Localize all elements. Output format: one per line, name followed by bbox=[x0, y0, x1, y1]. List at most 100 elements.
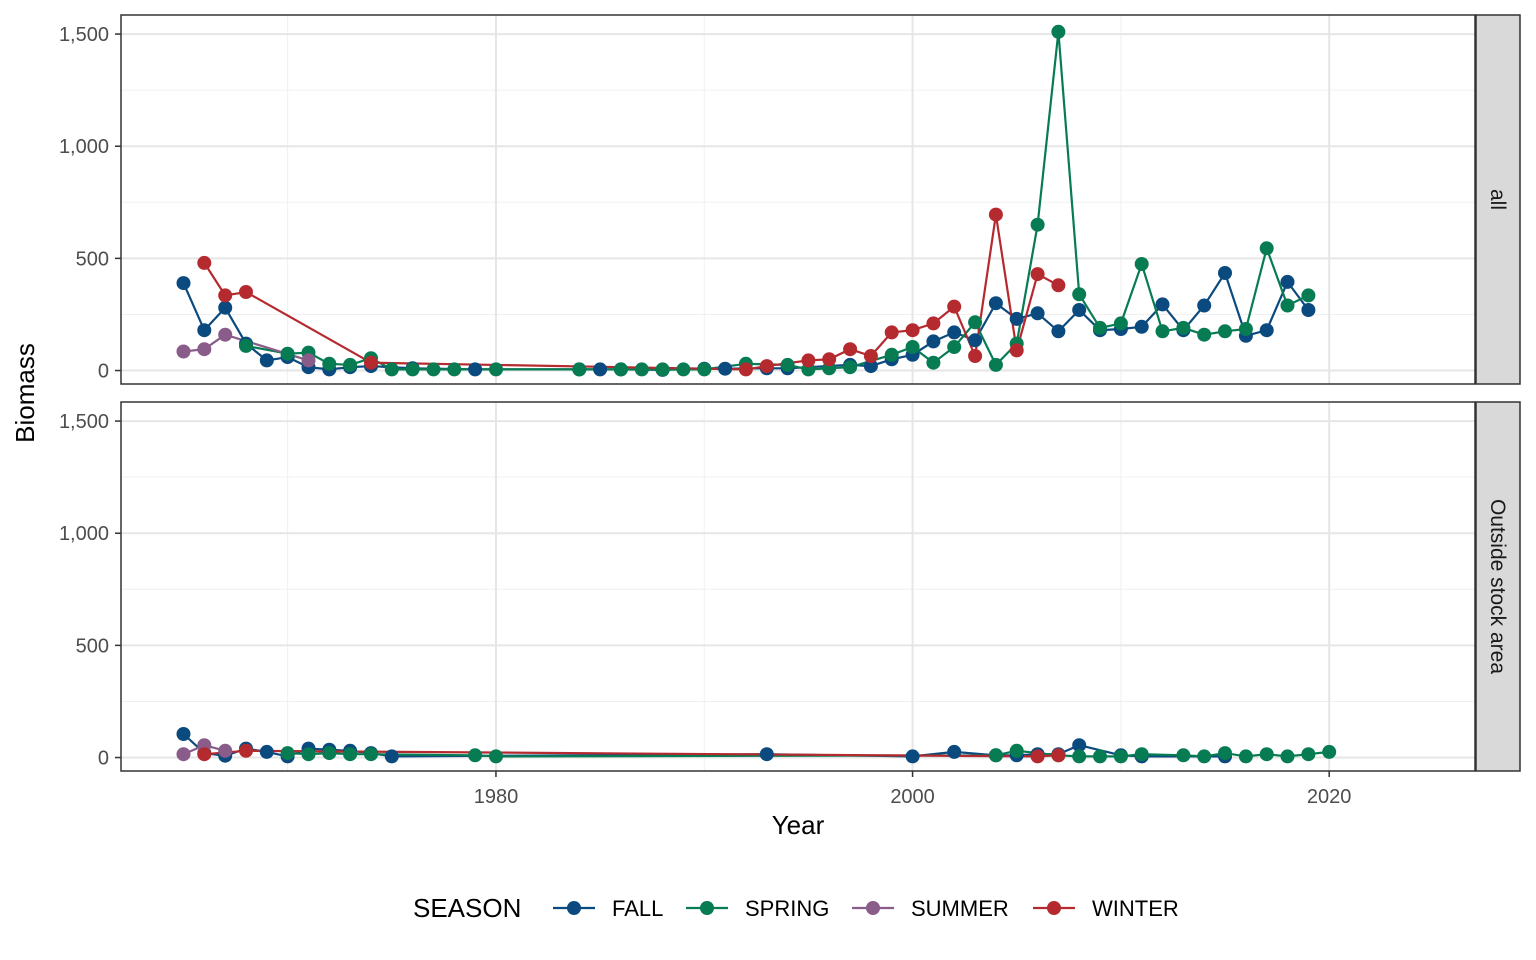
panel-background bbox=[121, 402, 1475, 771]
legend-key-point bbox=[1047, 901, 1061, 915]
data-point-winter bbox=[239, 285, 253, 299]
data-point-spring bbox=[843, 360, 858, 375]
data-point-fall bbox=[218, 300, 233, 315]
data-point-fall bbox=[197, 323, 212, 338]
data-point-winter bbox=[738, 362, 753, 377]
series-line-spring bbox=[287, 749, 1330, 758]
legend-key-point bbox=[567, 901, 581, 915]
data-point-spring bbox=[1030, 217, 1045, 232]
data-point-spring bbox=[239, 338, 253, 353]
data-point-spring bbox=[1238, 749, 1253, 764]
data-point-spring bbox=[322, 746, 337, 761]
data-point-winter bbox=[822, 352, 837, 367]
data-point-winter bbox=[863, 349, 878, 363]
data-point-fall bbox=[593, 362, 608, 377]
data-point-spring bbox=[988, 357, 1003, 372]
data-point-spring bbox=[988, 748, 1003, 763]
x-tick-label: 2020 bbox=[1307, 786, 1352, 808]
data-point-spring bbox=[489, 362, 503, 377]
data-point-fall bbox=[947, 744, 962, 759]
data-point-spring bbox=[1322, 744, 1337, 759]
y-tick-label: 1,500 bbox=[59, 24, 109, 46]
x-tick-label: 1980 bbox=[474, 786, 519, 808]
data-point-fall bbox=[1197, 298, 1212, 313]
data-point-fall bbox=[926, 334, 941, 349]
data-point-winter bbox=[1009, 343, 1024, 358]
data-point-winter bbox=[218, 288, 233, 303]
data-point-summer bbox=[218, 743, 233, 758]
data-point-spring bbox=[1197, 749, 1212, 764]
y-tick-label: 0 bbox=[98, 748, 109, 770]
data-point-fall bbox=[259, 744, 274, 759]
facet-strip: Outside stock area bbox=[1475, 401, 1521, 772]
data-point-fall bbox=[1218, 266, 1232, 280]
data-point-spring bbox=[343, 747, 358, 762]
data-point-spring bbox=[1134, 257, 1149, 271]
data-point-spring bbox=[947, 340, 962, 354]
legend-label: WINTER bbox=[1092, 896, 1179, 921]
data-point-spring bbox=[676, 362, 691, 377]
legend-label: SPRING bbox=[745, 896, 829, 921]
facet-strip-background bbox=[1475, 14, 1521, 385]
data-point-spring bbox=[1093, 749, 1107, 764]
data-point-winter bbox=[884, 325, 899, 340]
data-point-spring bbox=[1259, 747, 1274, 762]
data-point-spring bbox=[1301, 747, 1316, 762]
data-point-winter bbox=[197, 255, 212, 270]
x-tick-label: 2000 bbox=[890, 786, 935, 808]
data-point-spring bbox=[280, 346, 295, 361]
data-point-fall bbox=[1280, 274, 1295, 289]
y-tick-label: 1,500 bbox=[59, 411, 109, 433]
data-point-winter bbox=[759, 359, 774, 374]
data-point-fall bbox=[947, 325, 962, 340]
x-axis-title: Year bbox=[772, 810, 825, 840]
legend-entry-winter: WINTER bbox=[1033, 896, 1179, 921]
data-point-fall bbox=[176, 276, 191, 291]
data-point-winter bbox=[947, 299, 962, 314]
data-point-fall bbox=[259, 353, 274, 368]
data-point-fall bbox=[863, 359, 878, 374]
data-point-spring bbox=[1113, 316, 1128, 331]
data-point-summer bbox=[197, 342, 212, 357]
data-point-fall bbox=[176, 727, 191, 741]
legend: SEASON FALL SPRING SUMMER WINTER bbox=[413, 893, 1179, 923]
facet-strip-label: all bbox=[1486, 189, 1509, 210]
data-point-fall bbox=[759, 747, 774, 762]
data-point-spring bbox=[1280, 298, 1295, 313]
data-point-fall bbox=[1134, 319, 1149, 334]
panel-border bbox=[120, 14, 1476, 385]
series-line-summer bbox=[183, 333, 309, 362]
data-point-fall bbox=[384, 749, 399, 764]
legend-entry-summer: SUMMER bbox=[852, 896, 1009, 921]
data-point-fall bbox=[1030, 306, 1045, 321]
y-tick-label: 1,000 bbox=[59, 136, 109, 158]
panel-background bbox=[121, 15, 1475, 384]
data-point-spring bbox=[1155, 324, 1170, 339]
facet-strip-background bbox=[1475, 401, 1521, 772]
data-point-spring bbox=[968, 315, 983, 330]
data-point-fall bbox=[905, 749, 920, 764]
data-point-spring bbox=[1259, 241, 1274, 256]
data-point-winter bbox=[926, 316, 941, 331]
data-point-fall bbox=[1072, 303, 1087, 317]
y-axis-title: Biomass bbox=[10, 343, 40, 443]
data-point-spring bbox=[1176, 320, 1191, 335]
data-point-spring bbox=[280, 746, 295, 761]
data-point-spring bbox=[343, 357, 358, 372]
data-point-spring bbox=[655, 362, 670, 377]
data-point-fall bbox=[1009, 311, 1024, 326]
data-point-spring bbox=[1301, 288, 1316, 303]
data-point-spring bbox=[634, 362, 649, 377]
data-point-fall bbox=[968, 333, 983, 348]
facet-strip-label: Outside stock area bbox=[1486, 499, 1509, 674]
data-point-spring bbox=[1009, 743, 1024, 758]
data-point-spring bbox=[447, 362, 462, 377]
data-point-winter bbox=[1051, 278, 1066, 293]
data-point-winter bbox=[988, 207, 1003, 222]
data-point-fall bbox=[1301, 303, 1316, 317]
data-point-winter bbox=[364, 355, 378, 370]
panel-border bbox=[120, 401, 1476, 772]
legend-entry-fall: FALL bbox=[553, 896, 663, 921]
data-point-spring bbox=[1113, 749, 1128, 764]
